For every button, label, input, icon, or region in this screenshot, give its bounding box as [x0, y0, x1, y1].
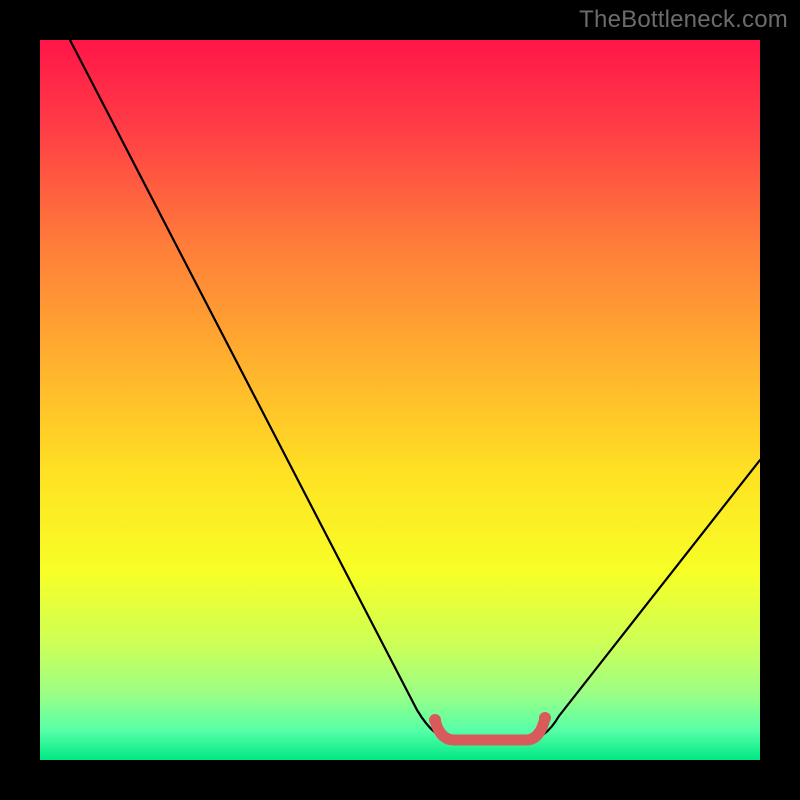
chart-frame: TheBottleneck.com	[0, 0, 800, 800]
watermark-text: TheBottleneck.com	[579, 6, 788, 34]
chart-svg	[40, 40, 760, 760]
gradient-background	[40, 40, 760, 760]
optimal-range-start-dot	[429, 714, 441, 726]
optimal-range-end-dot	[539, 712, 551, 724]
plot-area	[40, 40, 760, 760]
